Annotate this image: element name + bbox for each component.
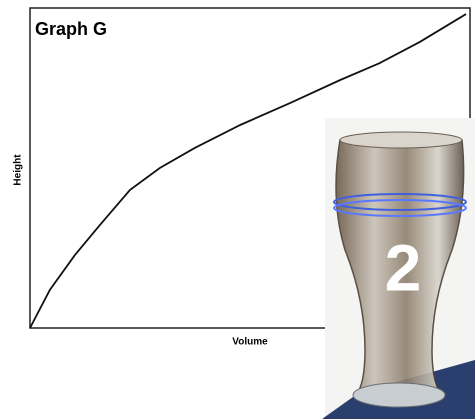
glass-photo: 2	[322, 118, 475, 419]
fill-line	[333, 199, 467, 217]
fill-line	[333, 193, 467, 211]
chart-title: Graph G	[35, 19, 107, 39]
data-line	[29, 13, 467, 329]
plot-area	[29, 13, 467, 329]
y-axis-label: Height	[13, 154, 24, 186]
glass-label: 2	[385, 230, 422, 304]
glass-rim	[339, 131, 463, 149]
x-axis-label: Volume	[232, 337, 268, 348]
glass-base	[352, 382, 446, 408]
